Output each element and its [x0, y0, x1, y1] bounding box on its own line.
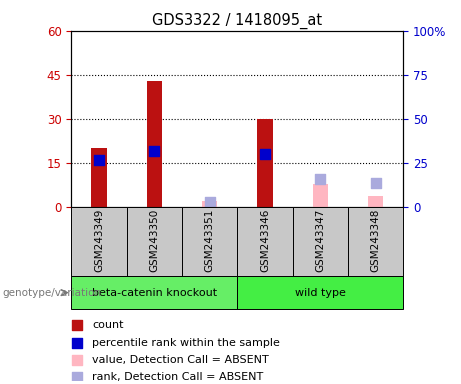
Bar — [368, 195, 384, 207]
Text: count: count — [92, 320, 124, 330]
FancyBboxPatch shape — [71, 207, 127, 276]
Point — [73, 322, 81, 328]
Text: percentile rank within the sample: percentile rank within the sample — [92, 338, 280, 348]
Text: GSM243347: GSM243347 — [315, 209, 325, 272]
Text: GSM243350: GSM243350 — [149, 209, 160, 272]
Text: GSM243346: GSM243346 — [260, 209, 270, 272]
FancyBboxPatch shape — [71, 276, 237, 309]
FancyBboxPatch shape — [182, 207, 237, 276]
FancyBboxPatch shape — [127, 207, 182, 276]
FancyBboxPatch shape — [237, 276, 403, 309]
Point — [261, 151, 269, 157]
Bar — [147, 81, 162, 207]
Text: genotype/variation: genotype/variation — [2, 288, 101, 298]
Bar — [257, 119, 273, 207]
Point — [151, 148, 158, 154]
FancyBboxPatch shape — [293, 207, 348, 276]
Text: value, Detection Call = ABSENT: value, Detection Call = ABSENT — [92, 355, 269, 365]
Point — [73, 374, 81, 381]
FancyBboxPatch shape — [348, 207, 403, 276]
Bar — [313, 184, 328, 207]
Text: GSM243351: GSM243351 — [205, 209, 215, 272]
Title: GDS3322 / 1418095_at: GDS3322 / 1418095_at — [152, 13, 323, 29]
Text: beta-catenin knockout: beta-catenin knockout — [92, 288, 217, 298]
Text: GSM243349: GSM243349 — [94, 209, 104, 272]
Text: GSM243348: GSM243348 — [371, 209, 381, 272]
Point — [317, 176, 324, 182]
Text: rank, Detection Call = ABSENT: rank, Detection Call = ABSENT — [92, 372, 264, 382]
Point — [372, 180, 379, 186]
Point — [73, 357, 81, 363]
Point — [73, 339, 81, 346]
Point — [95, 157, 103, 163]
Text: wild type: wild type — [295, 288, 346, 298]
FancyBboxPatch shape — [237, 207, 293, 276]
Point — [206, 199, 213, 205]
Bar — [202, 202, 218, 207]
Bar — [91, 149, 107, 207]
